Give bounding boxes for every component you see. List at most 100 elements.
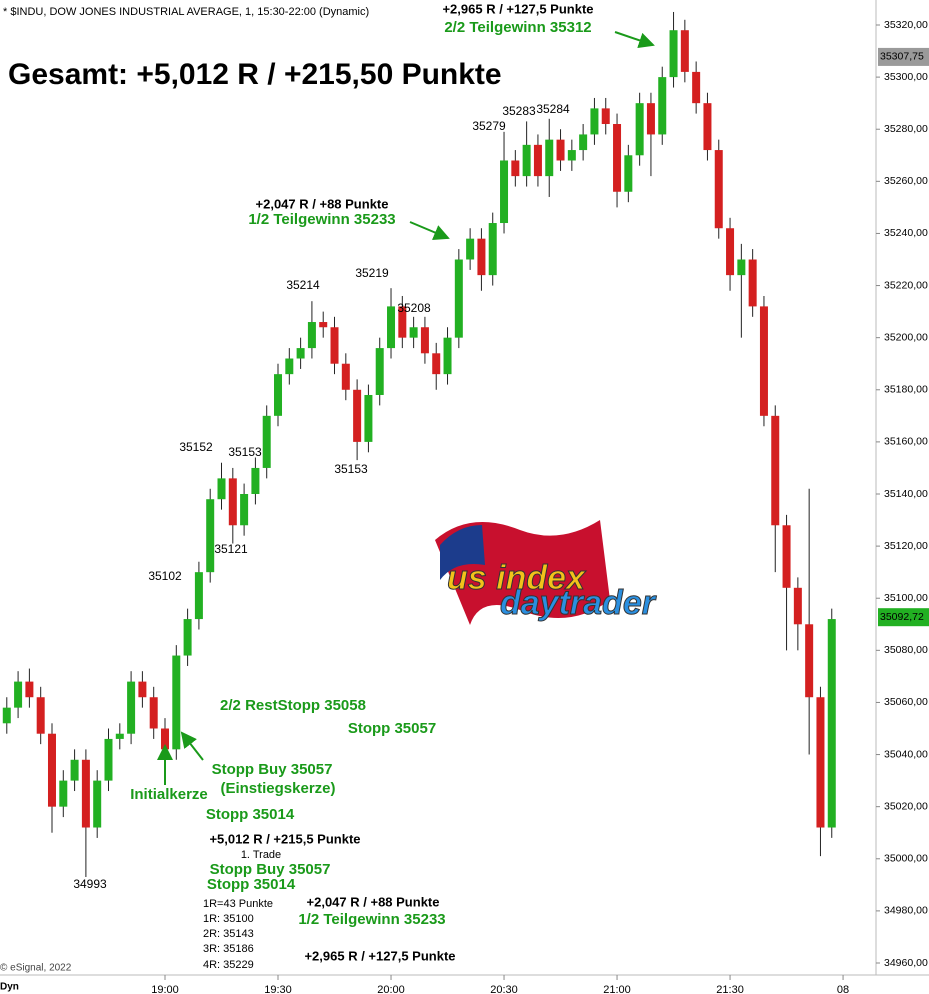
annotation: 35121	[214, 542, 248, 556]
price-marker	[878, 47, 929, 66]
annotation: 3R: 35186	[203, 943, 254, 955]
x-tick-label: 08	[837, 984, 849, 994]
candle-body	[115, 733, 124, 739]
annotation: 1/2 Teilgewinn 35233	[248, 211, 395, 228]
candle-body	[579, 134, 588, 151]
x-tick-label: 20:30	[490, 984, 518, 994]
annotation: Stopp Buy 35057	[210, 861, 331, 878]
logo-text: daytrader	[500, 584, 657, 622]
annotation: 35153	[228, 445, 262, 459]
candle-body	[240, 494, 249, 526]
candle-body	[149, 697, 158, 729]
y-tick-label: 34980,00	[884, 905, 928, 917]
candle-body	[285, 358, 294, 375]
annotation: 1. Trade	[241, 849, 281, 861]
annotation: +2,965 R / +127,5 Punkte	[304, 948, 455, 963]
candle-body	[341, 363, 350, 390]
annotation: +2,047 R / +88 Punkte	[307, 894, 440, 909]
candle-body	[646, 103, 655, 135]
candle-body	[127, 681, 136, 734]
y-tick-label: 35300,00	[884, 71, 928, 83]
candle-body	[432, 353, 441, 375]
candle-body	[387, 306, 396, 349]
candle-body	[353, 389, 362, 442]
price-marker-label: 35307,75	[880, 51, 924, 63]
candle-body	[59, 780, 68, 807]
price-marker-label: 35092,72	[880, 611, 924, 623]
candle-body	[47, 733, 56, 807]
y-tick-label: 35260,00	[884, 175, 928, 187]
candle-body	[658, 77, 667, 135]
logo-text: us index	[447, 559, 587, 597]
y-tick-label: 35160,00	[884, 436, 928, 448]
candle-body	[805, 624, 814, 698]
annotation: 35153	[334, 462, 368, 476]
y-tick-label: 35000,00	[884, 853, 928, 865]
annotation: 35279	[472, 119, 506, 133]
y-tick-label: 34960,00	[884, 957, 928, 969]
annotation: Initialkerze	[130, 786, 208, 803]
y-tick-label: 35120,00	[884, 540, 928, 552]
candle-body	[680, 30, 689, 72]
candle-body	[104, 738, 113, 781]
y-tick-label: 35080,00	[884, 644, 928, 656]
candle-body	[319, 322, 328, 328]
annotation: 1/2 Teilgewinn 35233	[298, 911, 445, 928]
y-tick-label: 35240,00	[884, 227, 928, 239]
candle-body	[601, 108, 610, 125]
candle-body	[827, 619, 836, 828]
annotation: 35208	[397, 301, 431, 315]
arrow	[614, 31, 655, 49]
annotation: 35284	[536, 102, 570, 116]
candle-body	[454, 259, 463, 338]
annotation: 2/2 Teilgewinn 35312	[444, 19, 591, 36]
candle-body	[477, 238, 486, 276]
candle-body	[793, 587, 802, 625]
candle-body	[567, 150, 576, 161]
candle-body	[703, 103, 712, 151]
x-tick-label: 19:00	[151, 984, 179, 994]
y-tick-label: 35020,00	[884, 800, 928, 812]
candle-body	[816, 697, 825, 828]
annotation: +5,012 R / +215,5 Punkte	[209, 831, 360, 846]
arrow	[409, 221, 450, 240]
annotation: (Einstiegskerze)	[220, 780, 335, 797]
arrow	[180, 731, 204, 761]
logo-flag-canton	[440, 525, 485, 580]
x-tick-label: 21:30	[716, 984, 744, 994]
candle-body	[624, 155, 633, 192]
candle-body	[93, 780, 102, 828]
candle-body	[771, 415, 780, 526]
annotation: 34993	[73, 877, 107, 891]
candle-body	[2, 707, 11, 724]
candle-body	[726, 228, 735, 276]
candle-body	[70, 759, 79, 781]
candle-body	[748, 259, 757, 307]
candle-body	[161, 728, 169, 750]
annotation: 35283	[502, 104, 536, 118]
candle-body	[759, 306, 768, 416]
candle-body	[194, 572, 203, 620]
candle-body	[692, 71, 701, 104]
annotation: Stopp 35014	[207, 876, 296, 893]
candle-body	[14, 681, 23, 708]
y-tick-label: 35280,00	[884, 123, 928, 135]
chart-title: * $INDU, DOW JONES INDUSTRIAL AVERAGE, 1…	[3, 6, 369, 18]
candle-body	[714, 150, 723, 229]
candle-body	[262, 415, 271, 468]
candle-body	[409, 327, 418, 338]
y-tick-label: 35140,00	[884, 488, 928, 500]
candle-body	[488, 223, 497, 276]
annotation: 4R: 35229	[203, 959, 254, 971]
candle-body	[36, 697, 45, 734]
annotation: 35102	[148, 569, 182, 583]
candle-body	[330, 327, 339, 364]
candle-body	[307, 322, 316, 349]
candle-body	[522, 144, 531, 177]
candle-body	[296, 348, 305, 359]
candle-body	[466, 238, 475, 260]
candle-body	[737, 259, 746, 276]
annotation: Gesamt: +5,012 R / +215,50 Punkte	[8, 58, 502, 91]
candle-body	[556, 139, 565, 161]
